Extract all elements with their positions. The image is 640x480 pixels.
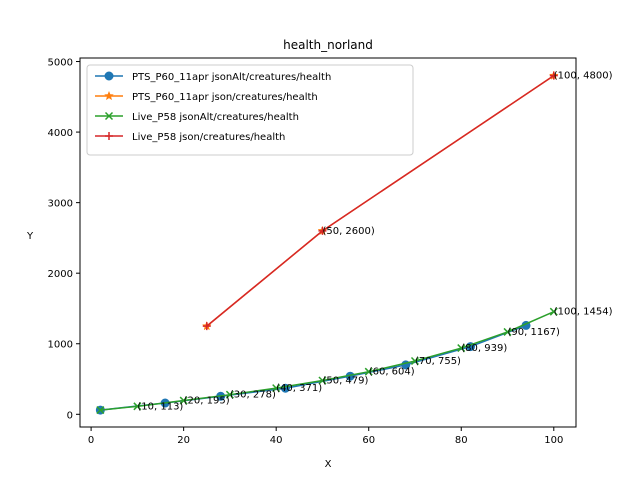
annotations: (10, 113)(20, 195)(30, 278)(40, 371)(50,… — [137, 71, 612, 413]
y-axis-label: Y — [26, 231, 34, 242]
legend-label: Live_P58 json/creatures/health — [132, 132, 285, 143]
plot-area: (10, 113)(20, 195)(30, 278)(40, 371)(50,… — [95, 70, 613, 415]
y-tick-label: 4000 — [48, 128, 73, 139]
series-line — [100, 311, 555, 411]
y-tick-label: 3000 — [48, 199, 73, 210]
chart-title: health_norland — [283, 38, 373, 52]
data-point — [364, 367, 373, 376]
x-tick-label: 40 — [270, 435, 283, 446]
data-point — [96, 406, 105, 415]
plot-frame — [79, 57, 577, 428]
data-point — [202, 322, 211, 331]
data-point — [272, 384, 281, 393]
x-axis-label: X — [325, 459, 332, 470]
point-annotation: (100, 1454) — [554, 307, 613, 318]
legend-label: Live_P58 jsonAlt/creatures/health — [132, 112, 299, 123]
data-point — [503, 327, 512, 336]
legend-label: PTS_P60_11apr json/creatures/health — [132, 92, 318, 103]
legend-item: PTS_P60_11apr json/creatures/health — [95, 90, 318, 103]
data-point — [133, 402, 142, 411]
point-annotation: (40, 371) — [276, 383, 322, 394]
y-axis: 0 1000 2000 3000 4000 5000 — [48, 58, 80, 421]
data-point — [318, 376, 327, 385]
legend-item: PTS_P60_11apr jsonAlt/creatures/health — [95, 71, 331, 83]
point-annotation: (30, 278) — [230, 390, 276, 401]
legend: PTS_P60_11apr jsonAlt/creatures/health PT… — [86, 64, 414, 156]
legend-item: Live_P58 json/creatures/health — [95, 132, 285, 143]
data-point — [225, 390, 234, 399]
x-axis: 0 20 40 60 80 100 — [88, 427, 563, 446]
y-tick-label: 5000 — [48, 58, 73, 69]
legend-item: Live_P58 jsonAlt/creatures/health — [95, 111, 299, 123]
point-annotation: (80, 939) — [461, 343, 507, 354]
legend-marker — [104, 90, 114, 101]
point-annotation: (50, 479) — [322, 376, 368, 387]
y-tick-label: 2000 — [48, 269, 73, 280]
data-point — [179, 396, 188, 405]
data-point — [549, 71, 558, 80]
x-tick-label: 100 — [544, 435, 563, 446]
point-annotation: (20, 195) — [184, 396, 230, 407]
point-annotation: (50, 2600) — [322, 226, 374, 237]
x-tick-label: 80 — [455, 435, 468, 446]
x-tick-label: 20 — [177, 435, 190, 446]
point-annotation: (70, 755) — [415, 356, 461, 367]
data-point — [410, 357, 420, 366]
series-line — [100, 324, 527, 411]
y-tick-label: 0 — [67, 410, 73, 421]
legend-marker — [105, 132, 113, 140]
point-annotation: (60, 604) — [369, 367, 415, 378]
x-tick-label: 0 — [88, 435, 94, 446]
point-annotation: (90, 1167) — [508, 327, 560, 338]
series-2 — [96, 307, 558, 415]
legend-marker — [104, 71, 114, 81]
legend-label: PTS_P60_11apr jsonAlt/creatures/health — [132, 72, 331, 83]
data-point — [318, 226, 327, 235]
x-tick-label: 60 — [362, 435, 375, 446]
data-point — [457, 344, 466, 353]
point-annotation: (10, 113) — [137, 401, 183, 412]
data-point — [549, 307, 558, 316]
series-3 — [202, 71, 558, 331]
y-tick-label: 1000 — [48, 340, 73, 351]
series-0 — [95, 320, 531, 415]
point-annotation: (100, 4800) — [554, 71, 613, 82]
legend-box — [86, 64, 414, 156]
legend-marker — [104, 111, 114, 121]
